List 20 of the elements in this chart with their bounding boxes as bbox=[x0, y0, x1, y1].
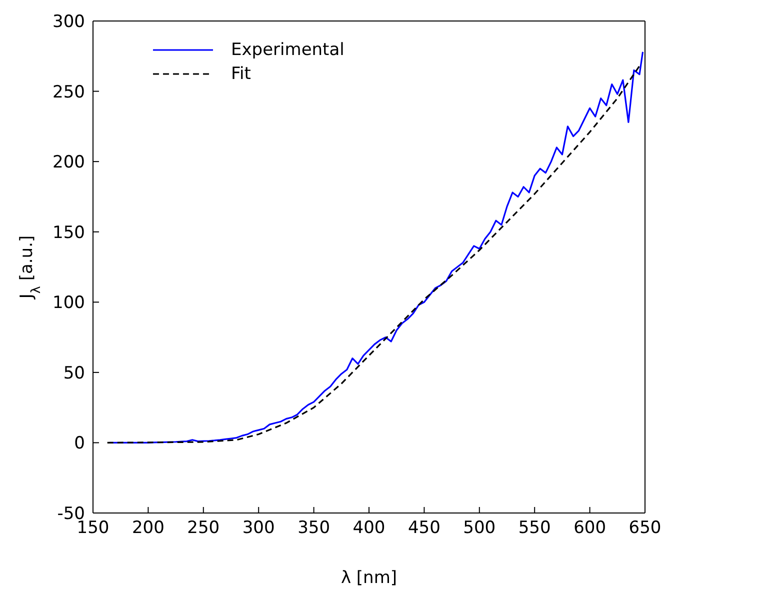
y-tick-label: 0 bbox=[74, 434, 85, 454]
y-tick-label: 100 bbox=[52, 293, 85, 314]
x-tick-label: 200 bbox=[132, 518, 164, 538]
y-tick-label: 50 bbox=[63, 363, 85, 384]
x-tick-label: 350 bbox=[298, 518, 330, 538]
x-tick-label: 400 bbox=[352, 518, 386, 538]
x-axis-title: λ [nm] bbox=[340, 568, 398, 588]
x-tick-label: 600 bbox=[574, 518, 606, 538]
y-tick-label: 150 bbox=[52, 222, 85, 243]
y-tick-label: 200 bbox=[52, 152, 85, 173]
y-tick-label: 300 bbox=[52, 12, 85, 32]
y-tick-label: 250 bbox=[52, 82, 85, 102]
x-tick-label: 300 bbox=[242, 518, 275, 538]
x-tick-label: 450 bbox=[408, 518, 440, 538]
legend-label: Experimental bbox=[231, 40, 344, 60]
legend-label: Fit bbox=[231, 64, 251, 84]
x-tick-label: 250 bbox=[187, 518, 220, 538]
x-tick-label: 650 bbox=[628, 518, 662, 538]
x-tick-label: 500 bbox=[463, 518, 496, 538]
x-tick-label: 550 bbox=[518, 518, 551, 538]
